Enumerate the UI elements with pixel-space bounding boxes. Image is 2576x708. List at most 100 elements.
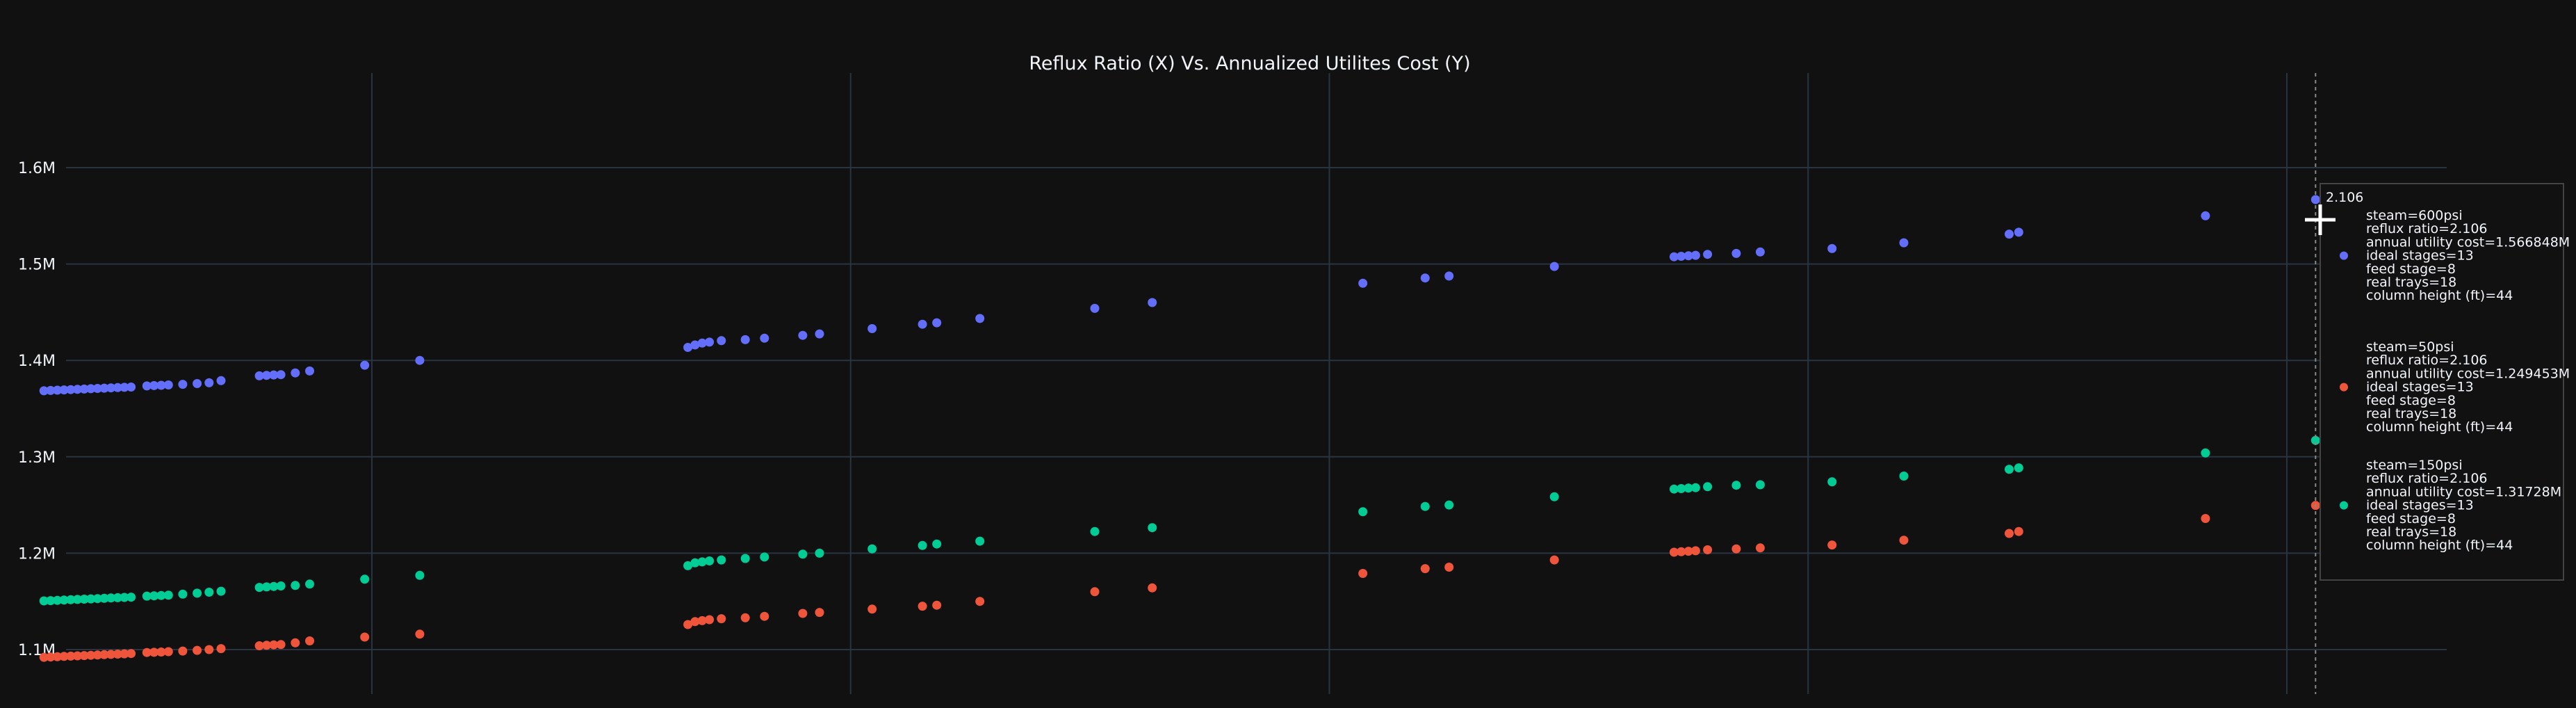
data-point (149, 591, 159, 601)
data-point (918, 319, 927, 329)
data-point (2005, 529, 2014, 538)
data-point (59, 385, 69, 395)
data-point (2201, 448, 2210, 458)
data-point (92, 594, 102, 604)
data-point (1090, 303, 1100, 313)
data-point (46, 385, 56, 395)
data-point (1549, 492, 1559, 501)
data-point (1684, 547, 1693, 556)
data-point (717, 555, 726, 565)
data-point (216, 644, 226, 654)
tooltip-line: ideal stages=13 (2366, 248, 2474, 264)
series-50psi (39, 501, 2320, 662)
data-point (740, 335, 750, 344)
data-point (106, 650, 116, 659)
data-point (53, 385, 62, 395)
data-point (262, 641, 271, 650)
data-point (178, 646, 188, 656)
data-point (1755, 480, 1765, 490)
data-point (39, 596, 49, 606)
data-point (1420, 564, 1430, 574)
data-point (1899, 472, 1909, 481)
data-point (918, 602, 927, 611)
data-point (1669, 484, 1679, 494)
data-point (178, 380, 188, 389)
data-point (1148, 583, 1157, 593)
data-point (2005, 230, 2014, 239)
data-point (39, 386, 49, 396)
data-point (1358, 569, 1368, 578)
data-point (1669, 547, 1679, 557)
data-point (690, 340, 700, 350)
data-point (1755, 247, 1765, 257)
data-point (697, 616, 707, 625)
data-point (717, 614, 726, 624)
tooltip-swatch (2340, 501, 2348, 510)
data-point (193, 645, 202, 655)
data-point (92, 650, 102, 660)
data-point (291, 581, 300, 590)
data-point (149, 380, 159, 390)
tooltip-line: real trays=18 (2366, 275, 2456, 290)
data-point (291, 368, 300, 378)
data-point (2014, 526, 2023, 536)
data-point (99, 383, 109, 393)
tooltip-line: steam=50psi (2366, 339, 2454, 355)
tooltip-line: steam=150psi (2366, 458, 2463, 473)
tooltip-line: real trays=18 (2366, 406, 2456, 421)
data-point (305, 579, 314, 589)
data-point (705, 615, 715, 625)
data-point (798, 549, 808, 559)
data-point (305, 366, 314, 376)
data-point (740, 554, 750, 563)
data-point (262, 582, 271, 592)
data-point (142, 591, 152, 601)
data-point (106, 383, 116, 393)
data-point (79, 384, 89, 394)
data-point (683, 620, 693, 629)
data-point (1684, 483, 1693, 493)
data-point (1549, 555, 1559, 565)
data-point (975, 314, 985, 323)
data-point (66, 651, 76, 661)
tooltip-line: annual utility cost=1.31728M (2366, 484, 2561, 499)
data-point (867, 604, 877, 614)
data-point (2201, 514, 2210, 523)
data-point (66, 385, 76, 394)
tooltip-line: ideal stages=13 (2366, 498, 2474, 513)
tooltip-line: annual utility cost=1.566848M (2366, 234, 2570, 250)
data-point (1690, 483, 1700, 492)
tooltip-line: column height (ft)=44 (2366, 419, 2513, 435)
data-point (113, 593, 122, 602)
data-point (815, 608, 824, 618)
data-points[interactable] (39, 211, 2320, 662)
data-point (697, 557, 707, 567)
data-point (1899, 238, 1909, 248)
data-point (120, 593, 129, 602)
y-tick-label: 1.4M (18, 353, 56, 370)
y-tick-label: 1.3M (18, 449, 56, 467)
tooltip-line: reflux ratio=2.106 (2366, 353, 2488, 368)
data-point (204, 645, 214, 654)
data-point (1703, 250, 1713, 259)
tooltip-line: reflux ratio=2.106 (2366, 221, 2488, 236)
y-tick-labels: 1.1M1.2M1.3M1.4M1.5M1.6M (18, 160, 56, 659)
data-point (798, 330, 808, 340)
tooltip-line: feed stage=8 (2366, 393, 2456, 408)
data-point (1731, 481, 1741, 490)
data-point (269, 370, 279, 380)
data-point (1827, 477, 1837, 487)
data-point (1755, 543, 1765, 553)
data-point (918, 540, 927, 550)
data-point (1420, 273, 1430, 283)
tooltip-line: column height (ft)=44 (2366, 288, 2513, 303)
y-tick-label: 1.5M (18, 257, 56, 274)
data-point (415, 355, 425, 365)
data-point (99, 593, 109, 603)
data-point (1148, 523, 1157, 533)
data-point (2014, 463, 2023, 473)
data-point (1669, 252, 1679, 262)
data-point (276, 370, 286, 380)
data-point (2014, 227, 2023, 237)
